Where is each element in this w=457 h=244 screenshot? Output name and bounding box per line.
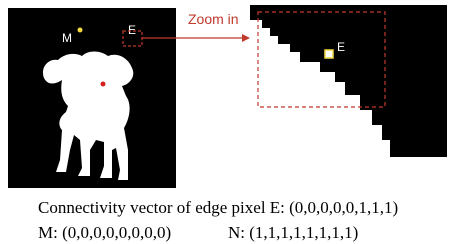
m-point	[78, 28, 83, 33]
m-label: M	[62, 31, 72, 45]
zoom-label: Zoom in	[188, 11, 239, 27]
arrow-head	[242, 34, 250, 42]
figure: M E N Zoom in E Connectivity vector of e…	[0, 0, 457, 244]
e-pixel	[325, 50, 333, 58]
m-vector: M: (0,0,0,0,0,0,0,0)	[38, 223, 171, 242]
n-label: N	[90, 81, 99, 95]
zoom-e-label: E	[337, 40, 345, 54]
n-vector: N: (1,1,1,1,1,1,1,1)	[228, 223, 358, 242]
e-label: E	[128, 23, 136, 37]
n-point	[101, 82, 106, 87]
caption-line: Connectivity vector of edge pixel E: (0,…	[38, 198, 398, 217]
